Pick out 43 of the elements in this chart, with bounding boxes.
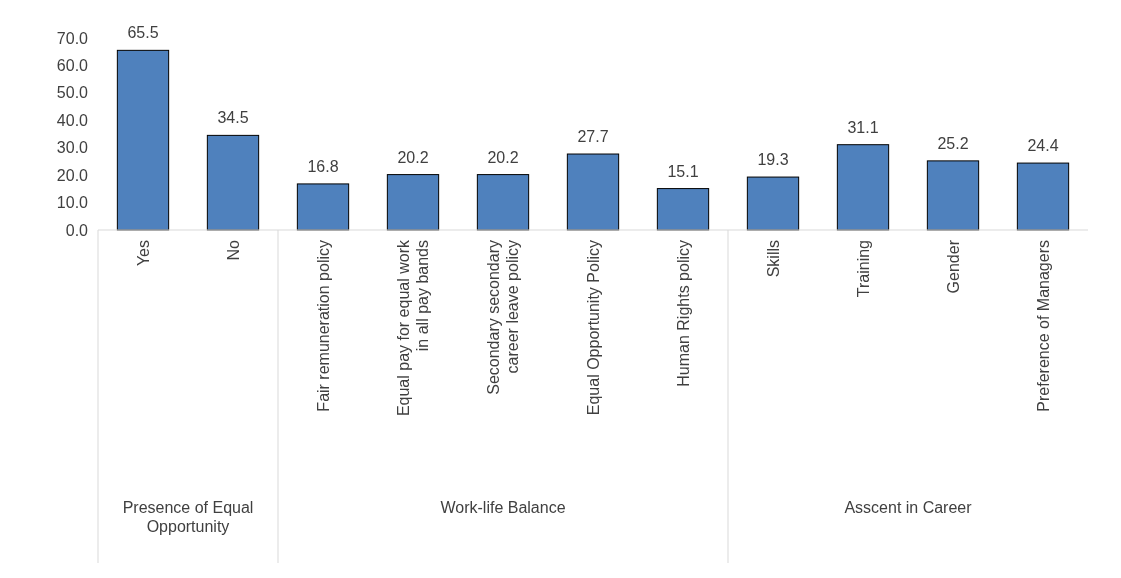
data-label: 15.1 [667,162,699,180]
x-tick-label: Equal pay for equal work in all pay bands [395,239,432,417]
text: Work-life Balance [440,499,566,516]
bar [206,134,260,231]
data-label: 19.3 [757,151,789,169]
y-tick-label: 30.0 [56,139,89,157]
data-label: 31.1 [847,118,879,136]
y-tick-label: 70.0 [56,29,89,47]
bar [566,153,620,231]
y-tick-label: 40.0 [56,111,89,129]
data-label: 20.2 [487,148,519,166]
bar [1016,162,1070,231]
bar [926,160,980,231]
x-tick-label: Fair remuneration policy [314,240,332,412]
data-label: 16.8 [307,157,339,175]
bar [296,183,350,231]
data-label: 24.4 [1027,137,1059,155]
data-label: 34.5 [217,109,249,127]
text: Asscent in Career [844,499,973,516]
x-tick-label: Human Rights policy [674,240,692,387]
bar [656,188,710,231]
y-tick-label: 60.0 [56,57,89,75]
data-label: 20.2 [397,148,429,166]
text: Presence of Equal Opportunity [122,499,254,536]
x-tick-label: Yes [134,240,152,267]
data-label: 27.7 [577,128,609,146]
bar [746,176,800,231]
bar [116,49,170,231]
data-label: 65.5 [127,24,159,42]
bar [386,174,440,231]
y-tick-label: 0.0 [65,221,89,239]
y-tick-label: 20.0 [56,166,89,184]
x-tick-label: Training [854,240,872,298]
x-tick-label: No [224,239,242,261]
x-tick-label: Gender [944,239,962,294]
x-tick-label: Preference of Managers [1034,240,1052,412]
x-tick-label: Skills [764,240,782,278]
y-tick-label: 50.0 [56,84,89,102]
data-label: 25.2 [937,134,969,152]
bar [476,174,530,231]
bar [836,144,890,231]
y-tick-label: 10.0 [56,194,89,212]
x-tick-label: Equal Opportunity Policy [584,240,602,416]
